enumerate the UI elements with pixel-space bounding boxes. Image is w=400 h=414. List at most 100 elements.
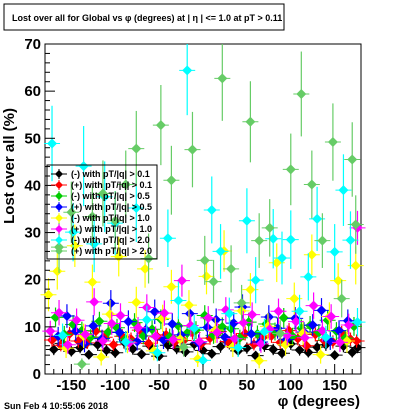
data-point — [215, 341, 226, 352]
legend-marker — [55, 225, 63, 233]
legend: (-) with pT/|q| > 0.1(+) with pT/|q| > 0… — [46, 164, 158, 260]
data-point — [291, 316, 302, 327]
data-point — [89, 296, 100, 307]
data-point — [143, 338, 154, 349]
data-point — [120, 179, 131, 190]
data-point — [280, 339, 291, 350]
data-point — [136, 349, 147, 360]
data-point — [299, 332, 310, 343]
legend-marker — [55, 214, 63, 222]
data-point — [110, 347, 121, 358]
data-point — [285, 164, 296, 175]
data-point — [320, 332, 331, 343]
legend-marker — [55, 181, 63, 189]
data-point — [247, 309, 258, 320]
data-point — [250, 275, 261, 286]
data-point — [255, 338, 266, 349]
y-tick-label: 50 — [24, 130, 41, 147]
legend-entry: (-) with pT/|q| > 0.5 — [71, 191, 150, 201]
data-point — [208, 276, 219, 287]
data-point — [228, 318, 239, 329]
data-point — [303, 271, 314, 282]
data-point — [78, 161, 89, 172]
data-point — [115, 310, 126, 321]
data-point — [333, 275, 344, 286]
y-tick-label: 10 — [24, 319, 41, 336]
data-point — [71, 315, 82, 326]
legend-entry: (-) with pT/|q| > 2.0 — [71, 235, 150, 245]
data-point — [69, 240, 80, 251]
data-points — [40, 44, 366, 370]
data-point — [123, 316, 134, 327]
data-point — [110, 215, 121, 226]
data-point — [166, 281, 177, 292]
data-point — [54, 307, 65, 318]
y-tick-label: 20 — [24, 272, 41, 289]
legend-entry: (+) with pT/|q| > 2.0 — [71, 246, 152, 256]
data-point — [198, 355, 208, 366]
data-point — [329, 246, 340, 257]
data-point — [241, 343, 252, 354]
data-point — [199, 255, 210, 266]
data-point — [229, 333, 240, 344]
legend-entry: (+) with pT/|q| > 0.5 — [71, 202, 152, 212]
data-point — [306, 249, 317, 260]
data-point — [245, 284, 256, 295]
data-point — [224, 308, 235, 319]
data-point — [66, 207, 77, 218]
data-point — [327, 137, 338, 148]
data-point — [114, 327, 125, 338]
legend-entry: (+) with pT/|q| > 1.0 — [71, 224, 152, 234]
data-point — [238, 317, 249, 328]
data-point — [173, 295, 184, 306]
series-6 — [42, 210, 366, 354]
data-point — [178, 342, 189, 353]
data-point — [282, 330, 293, 341]
data-point — [167, 319, 178, 330]
data-point — [206, 204, 217, 215]
data-point — [334, 337, 345, 348]
data-point — [341, 336, 352, 346]
data-point — [334, 325, 345, 336]
data-point — [131, 297, 142, 308]
data-point — [149, 306, 160, 317]
data-point — [277, 253, 287, 264]
data-point — [215, 246, 226, 257]
data-point — [259, 326, 270, 337]
y-tick-label: 30 — [24, 225, 41, 242]
x-tick-label: -50 — [148, 377, 170, 394]
data-point — [87, 277, 98, 288]
data-point — [150, 331, 161, 342]
data-point — [211, 314, 222, 325]
data-point — [131, 203, 142, 214]
data-point — [133, 322, 144, 333]
data-point — [61, 311, 72, 322]
data-point — [246, 328, 257, 339]
data-point — [103, 327, 114, 338]
axes: -150 -100 -50 0 50 100 150 0 10 20 30 40 50 60 70 — [24, 36, 353, 394]
data-point — [182, 65, 193, 76]
data-point — [312, 213, 323, 224]
data-point — [159, 308, 170, 319]
data-point — [152, 347, 163, 358]
data-point — [184, 308, 195, 319]
data-point — [105, 298, 116, 309]
data-point — [350, 260, 361, 271]
data-point — [206, 348, 217, 359]
data-point — [97, 336, 108, 346]
x-tick-label: 100 — [278, 377, 303, 394]
data-point — [268, 344, 279, 355]
data-point — [189, 323, 200, 334]
data-point — [236, 297, 247, 308]
legend-marker — [55, 192, 63, 200]
data-point — [120, 336, 131, 347]
data-point — [350, 219, 361, 230]
data-point — [62, 339, 73, 350]
x-tick-label: 150 — [322, 377, 347, 394]
data-point — [140, 324, 151, 335]
legend-marker — [55, 203, 63, 211]
data-point — [294, 306, 305, 317]
data-point — [104, 309, 115, 320]
data-point — [94, 316, 105, 327]
